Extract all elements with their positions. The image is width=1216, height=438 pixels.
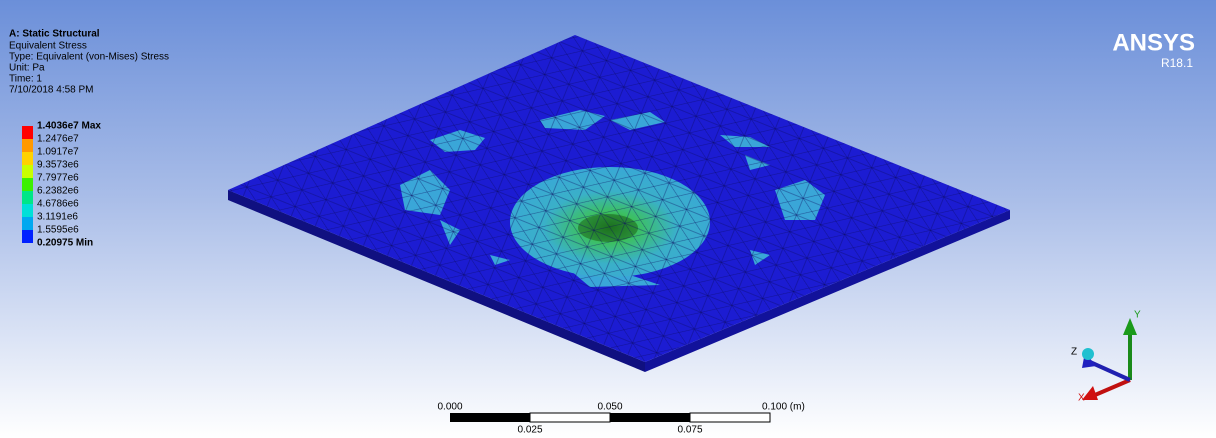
scale-bar: 0.000 0.050 0.100 (m) 0.025 0.075 bbox=[437, 402, 804, 436]
scene: Y Z X 0.000 0.050 0.100 (m) 0.025 0.075 … bbox=[0, 0, 1216, 438]
legend-label: 1.5595e6 bbox=[37, 225, 79, 236]
legend-swatch bbox=[22, 217, 33, 230]
header-line: 7/10/2018 4:58 PM bbox=[9, 85, 94, 96]
legend-label: 3.1191e6 bbox=[37, 212, 78, 223]
axis-label: Z bbox=[1071, 347, 1077, 358]
legend-swatch bbox=[22, 230, 33, 243]
legend-swatch bbox=[22, 152, 33, 165]
triad: Y Z X bbox=[1071, 310, 1141, 404]
legend-swatch bbox=[22, 191, 33, 204]
legend-label: 1.2476e7 bbox=[37, 134, 79, 145]
legend-swatch bbox=[22, 204, 33, 217]
axis-label: Y bbox=[1134, 310, 1141, 321]
scale-label: 0.050 bbox=[597, 402, 622, 413]
header-line: Time: 1 bbox=[9, 74, 42, 85]
legend-swatch bbox=[22, 139, 33, 152]
legend-label: 7.7977e6 bbox=[37, 173, 79, 184]
scale-label: 0.025 bbox=[517, 425, 542, 436]
scale-label: 0.000 bbox=[437, 402, 462, 413]
legend: 1.4036e7 Max 1.2476e7 1.0917e7 9.3573e6 7.79… bbox=[22, 121, 101, 249]
legend-label: 0.20975 Min bbox=[37, 238, 93, 249]
brand-name: ANSYS bbox=[1112, 29, 1195, 56]
legend-swatch bbox=[22, 165, 33, 178]
scale-label: 0.100 (m) bbox=[762, 402, 805, 413]
header-title: A: Static Structural bbox=[9, 29, 100, 40]
legend-label: 1.0917e7 bbox=[37, 147, 79, 158]
header-line: Type: Equivalent (von-Mises) Stress bbox=[9, 52, 169, 63]
axis-label: X bbox=[1078, 393, 1085, 404]
legend-swatch bbox=[22, 178, 33, 191]
legend-label: 1.4036e7 Max bbox=[37, 121, 101, 132]
legend-label: 9.3573e6 bbox=[37, 160, 79, 171]
header-line: Unit: Pa bbox=[9, 63, 45, 74]
legend-swatch bbox=[22, 126, 33, 139]
legend-label: 6.2382e6 bbox=[37, 186, 79, 197]
legend-label: 4.6786e6 bbox=[37, 199, 79, 210]
brand-version: R18.1 bbox=[1161, 56, 1193, 70]
scale-label: 0.075 bbox=[677, 425, 702, 436]
viewport: Y Z X 0.000 0.050 0.100 (m) 0.025 0.075 … bbox=[0, 0, 1216, 438]
plate bbox=[228, 35, 1010, 372]
header-line: Equivalent Stress bbox=[9, 41, 87, 52]
